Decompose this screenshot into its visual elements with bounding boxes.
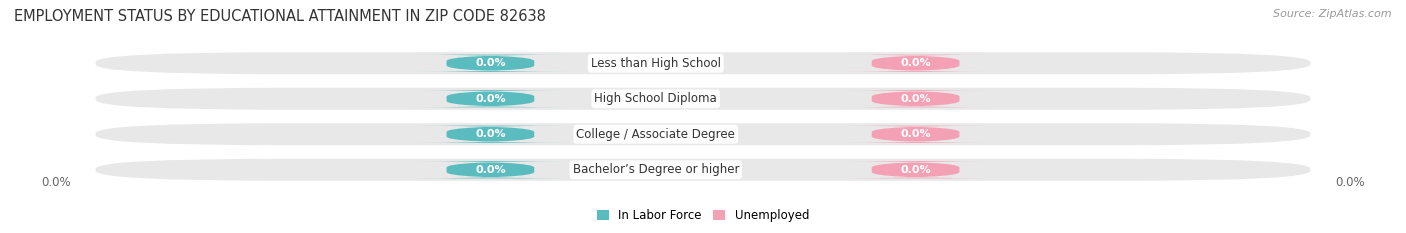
- FancyBboxPatch shape: [413, 55, 568, 72]
- Text: 0.0%: 0.0%: [900, 94, 931, 104]
- Text: 0.0%: 0.0%: [475, 165, 506, 175]
- Text: 0.0%: 0.0%: [42, 176, 72, 189]
- Legend: In Labor Force, Unemployed: In Labor Force, Unemployed: [592, 205, 814, 227]
- Text: Bachelor’s Degree or higher: Bachelor’s Degree or higher: [572, 163, 740, 176]
- Text: Source: ZipAtlas.com: Source: ZipAtlas.com: [1274, 9, 1392, 19]
- Text: 0.0%: 0.0%: [475, 94, 506, 104]
- FancyBboxPatch shape: [413, 161, 568, 178]
- Text: High School Diploma: High School Diploma: [595, 92, 717, 105]
- Text: 0.0%: 0.0%: [475, 58, 506, 68]
- Text: College / Associate Degree: College / Associate Degree: [576, 128, 735, 141]
- Text: Less than High School: Less than High School: [591, 57, 721, 70]
- Text: 0.0%: 0.0%: [900, 58, 931, 68]
- FancyBboxPatch shape: [838, 161, 993, 178]
- Text: 0.0%: 0.0%: [475, 129, 506, 139]
- FancyBboxPatch shape: [413, 126, 568, 143]
- Text: 0.0%: 0.0%: [900, 165, 931, 175]
- FancyBboxPatch shape: [838, 55, 993, 72]
- FancyBboxPatch shape: [96, 88, 1310, 110]
- Text: 0.0%: 0.0%: [900, 129, 931, 139]
- FancyBboxPatch shape: [96, 159, 1310, 181]
- FancyBboxPatch shape: [96, 52, 1310, 74]
- FancyBboxPatch shape: [413, 90, 568, 107]
- Text: 0.0%: 0.0%: [1334, 176, 1364, 189]
- FancyBboxPatch shape: [838, 126, 993, 143]
- FancyBboxPatch shape: [838, 90, 993, 107]
- FancyBboxPatch shape: [96, 123, 1310, 145]
- Text: EMPLOYMENT STATUS BY EDUCATIONAL ATTAINMENT IN ZIP CODE 82638: EMPLOYMENT STATUS BY EDUCATIONAL ATTAINM…: [14, 9, 546, 24]
